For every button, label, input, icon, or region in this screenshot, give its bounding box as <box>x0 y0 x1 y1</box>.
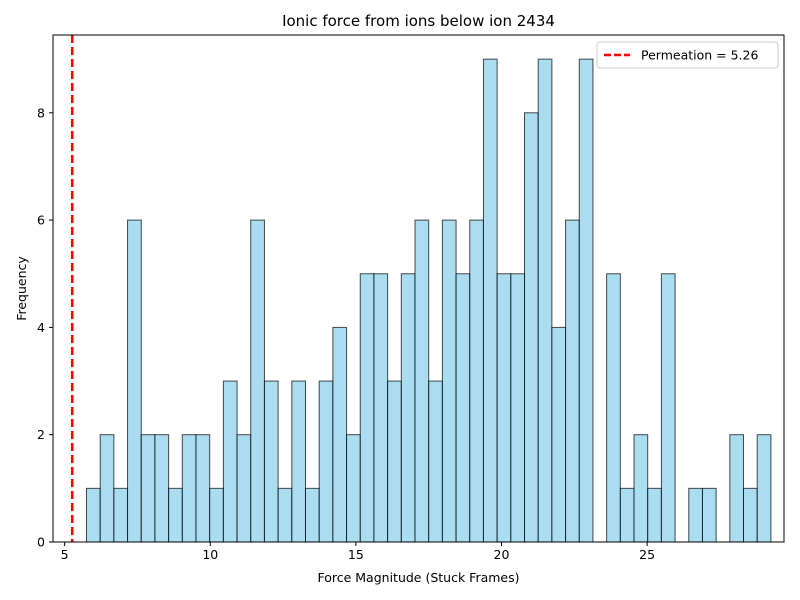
x-tick-label: 20 <box>494 547 510 562</box>
histogram-bar <box>524 112 539 543</box>
histogram-bar <box>510 273 526 543</box>
y-tick-label: 4 <box>37 320 45 335</box>
y-axis-ticks: 0 2 4 6 8 <box>37 105 53 550</box>
chart-title: Ionic force from ions below ion 2434 <box>282 12 555 30</box>
x-axis-label: Force Magnitude (Stuck Frames) <box>317 570 519 585</box>
legend-box <box>596 41 779 69</box>
histogram-bar <box>578 58 594 543</box>
histogram-bar <box>318 380 334 543</box>
histogram-bar <box>743 487 758 543</box>
histogram-bar <box>222 380 238 543</box>
histogram-bar <box>99 434 115 543</box>
y-tick-label: 2 <box>37 427 45 442</box>
histogram-bar <box>756 434 772 543</box>
histogram-bar <box>633 434 649 543</box>
histogram-bar <box>428 380 443 543</box>
x-tick-label: 5 <box>61 547 69 562</box>
x-axis-ticks: 5 10 15 20 25 <box>61 542 655 562</box>
histogram-bar <box>181 434 197 543</box>
legend: Permeation = 5.26 <box>596 41 779 69</box>
histogram-bar <box>140 434 156 543</box>
y-tick-label: 8 <box>37 105 45 120</box>
histogram-bar <box>373 273 389 543</box>
histogram-bar <box>113 487 129 543</box>
y-tick-label: 0 <box>37 535 45 550</box>
histogram-bar <box>387 380 402 543</box>
histogram-bar <box>619 487 635 543</box>
histogram-bar <box>291 380 307 543</box>
histogram-bar <box>346 434 361 543</box>
histogram-bar <box>701 487 717 543</box>
plot-frame <box>52 34 785 543</box>
x-tick-label: 15 <box>348 547 364 562</box>
histogram-bar <box>469 219 484 543</box>
histogram-bar <box>236 434 252 543</box>
histogram-bar <box>305 487 320 543</box>
histogram-bar <box>263 380 279 543</box>
histogram-bar <box>455 273 471 543</box>
histogram-bar <box>400 273 416 543</box>
histogram-bar <box>332 326 348 543</box>
histogram-bar <box>359 273 375 543</box>
x-tick-label: 10 <box>202 547 218 562</box>
legend-entry-permeation: Permeation = 5.26 <box>641 48 758 63</box>
histogram-bar <box>209 487 224 543</box>
histogram-bar <box>496 273 512 543</box>
histogram-bar <box>154 434 170 543</box>
histogram-bar <box>660 273 676 543</box>
histogram-bar <box>250 219 265 543</box>
x-tick-label: 25 <box>639 547 655 562</box>
bars-layer <box>85 58 772 543</box>
y-axis-label: Frequency <box>14 256 29 321</box>
histogram-bar <box>441 219 457 543</box>
histogram-bar <box>729 434 745 543</box>
histogram-bar <box>277 487 293 543</box>
histogram-bar <box>537 58 553 543</box>
y-tick-label: 6 <box>37 213 45 228</box>
histogram-bar <box>195 434 211 543</box>
histogram-bar <box>127 219 142 543</box>
histogram-bar <box>414 219 430 543</box>
histogram-bar <box>688 487 703 543</box>
histogram-bar <box>168 487 183 543</box>
histogram-bar <box>85 487 101 543</box>
histogram-bar <box>482 58 498 543</box>
histogram-bar <box>551 326 567 543</box>
histogram-bar <box>647 487 662 543</box>
histogram-bar <box>606 273 621 543</box>
histogram-bar <box>565 219 580 543</box>
